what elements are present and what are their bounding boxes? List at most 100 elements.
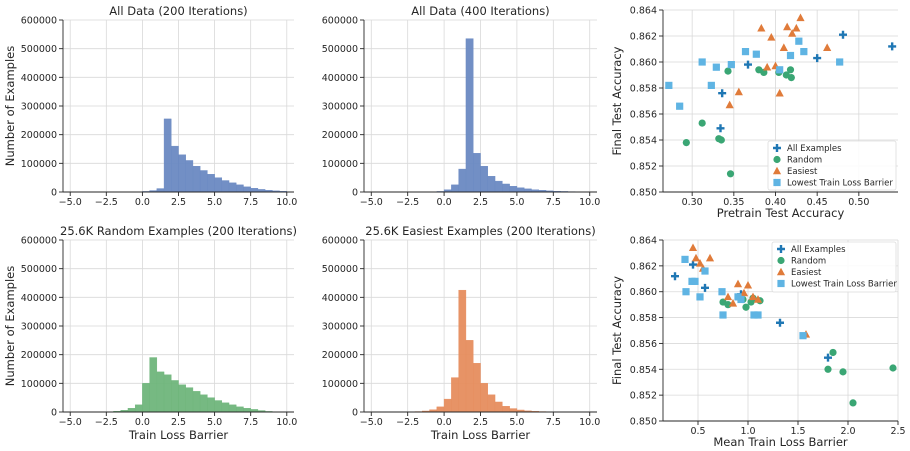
data-point xyxy=(787,74,795,82)
data-point xyxy=(763,62,772,71)
x-tick-label: 0.0 xyxy=(135,197,150,208)
y-tick-label: 0.864 xyxy=(630,6,657,17)
y-tick-label: 0.856 xyxy=(630,339,657,350)
x-tick-label: 10.0 xyxy=(579,197,600,208)
histogram-bar xyxy=(436,406,445,413)
y-tick-label: 300000 xyxy=(21,322,57,333)
y-axis-label: Number of Examples xyxy=(3,266,17,386)
y-tick-label: 0.852 xyxy=(630,391,657,402)
histogram-bar xyxy=(458,168,467,193)
y-tick-label: 600000 xyxy=(322,236,358,247)
data-point xyxy=(725,100,734,109)
y-tick-label: 0.860 xyxy=(630,58,657,69)
data-point xyxy=(707,81,715,89)
legend-marker xyxy=(776,267,786,276)
y-tick-label: 500000 xyxy=(322,44,358,55)
data-point xyxy=(734,87,743,96)
x-tick-label: 0.0 xyxy=(437,197,452,208)
x-tick-label: −5.0 xyxy=(360,197,383,208)
data-point xyxy=(823,43,832,51)
x-tick-label: −2.5 xyxy=(396,197,419,208)
data-point xyxy=(723,292,733,301)
chart-h3: −5.0 −2.5 0.0 2.5 5.0 7.5 10.0 0 100000 200000 300… xyxy=(3,224,297,442)
data-point xyxy=(719,311,727,319)
histogram-bar xyxy=(163,118,172,193)
chart-h2: −5.0 −2.5 0.0 2.5 5.0 7.5 10.0 0 100000 200000 300… xyxy=(322,4,601,208)
x-axis-label: Pretrain Test Accuracy xyxy=(717,206,845,220)
data-point xyxy=(795,37,803,45)
histogram-bar xyxy=(243,186,251,193)
histogram-bar xyxy=(236,184,244,193)
histogram-bar xyxy=(487,394,496,413)
histogram-bar xyxy=(214,177,223,193)
x-tick-label: 2.5 xyxy=(890,426,905,437)
histogram-bar xyxy=(199,394,208,413)
x-tick-label: −5.0 xyxy=(59,417,82,428)
histogram-bar xyxy=(149,357,158,413)
histogram-bar xyxy=(221,180,230,193)
x-tick-label: 5.0 xyxy=(509,417,524,428)
y-tick-label: 0 xyxy=(51,408,57,419)
data-point xyxy=(698,119,706,127)
histogram-bar xyxy=(214,400,223,413)
y-tick-label: 100000 xyxy=(21,159,57,170)
histogram-bar xyxy=(207,174,215,193)
y-tick-label: 0.858 xyxy=(630,84,657,95)
x-tick-label: 1.0 xyxy=(740,426,755,437)
data-point xyxy=(727,61,735,69)
x-tick-label: 2.0 xyxy=(840,426,855,437)
histogram-bar xyxy=(192,391,201,413)
data-point xyxy=(747,298,755,306)
y-tick-label: 0 xyxy=(352,188,358,199)
y-tick-label: 500000 xyxy=(322,264,358,275)
y-tick-label: 500000 xyxy=(21,264,57,275)
data-point xyxy=(717,136,725,144)
y-tick-label: 100000 xyxy=(322,159,358,170)
x-tick-label: −2.5 xyxy=(396,417,419,428)
legend-label: Lowest Train Loss Barrier xyxy=(791,280,897,290)
histogram-bar xyxy=(451,184,459,193)
chart-h4: −5.0 −2.5 0.0 2.5 5.0 7.5 10.0 0 100000 200000 300… xyxy=(322,224,601,442)
legend-label: Easiest xyxy=(791,268,822,278)
x-tick-label: 2.5 xyxy=(171,417,186,428)
data-point xyxy=(688,243,698,252)
x-axis-label: Train Loss Barrier xyxy=(128,428,229,442)
data-point xyxy=(742,303,750,311)
data-point xyxy=(695,258,705,267)
chart-h1: −5.0 −2.5 0.0 2.5 5.0 7.5 10.0 0 100000 200000 300… xyxy=(3,4,297,208)
data-point xyxy=(849,399,857,407)
legend-box xyxy=(771,241,897,293)
data-point xyxy=(752,50,760,58)
y-tick-label: 400000 xyxy=(322,293,358,304)
data-point xyxy=(800,48,808,56)
y-tick-label: 0.852 xyxy=(630,162,657,173)
histogram-bar xyxy=(199,170,208,193)
x-tick-label: 2.5 xyxy=(171,197,186,208)
data-point xyxy=(776,318,784,327)
histogram-bar xyxy=(458,289,467,413)
histogram-bar xyxy=(473,363,481,413)
x-tick-label: 2.5 xyxy=(473,417,488,428)
y-tick-label: 0.854 xyxy=(630,136,657,147)
histogram-bar xyxy=(509,186,518,193)
y-tick-label: 500000 xyxy=(21,44,57,55)
histogram-bar xyxy=(127,408,136,413)
data-point xyxy=(701,283,709,292)
data-point xyxy=(813,54,822,63)
data-point xyxy=(786,51,795,60)
histogram-bar xyxy=(163,374,172,413)
histogram-bar xyxy=(142,383,150,413)
x-axis-label: Train Loss Barrier xyxy=(430,428,531,442)
legend-marker xyxy=(777,256,785,265)
data-point xyxy=(799,332,807,340)
histogram-bar xyxy=(228,182,237,193)
legend-label: Easiest xyxy=(787,167,818,177)
data-point xyxy=(750,311,758,319)
histogram-bar xyxy=(171,380,179,413)
data-point xyxy=(724,67,732,75)
x-tick-label: 0.45 xyxy=(807,197,828,208)
data-point xyxy=(788,29,797,37)
histogram-bar xyxy=(134,404,143,413)
